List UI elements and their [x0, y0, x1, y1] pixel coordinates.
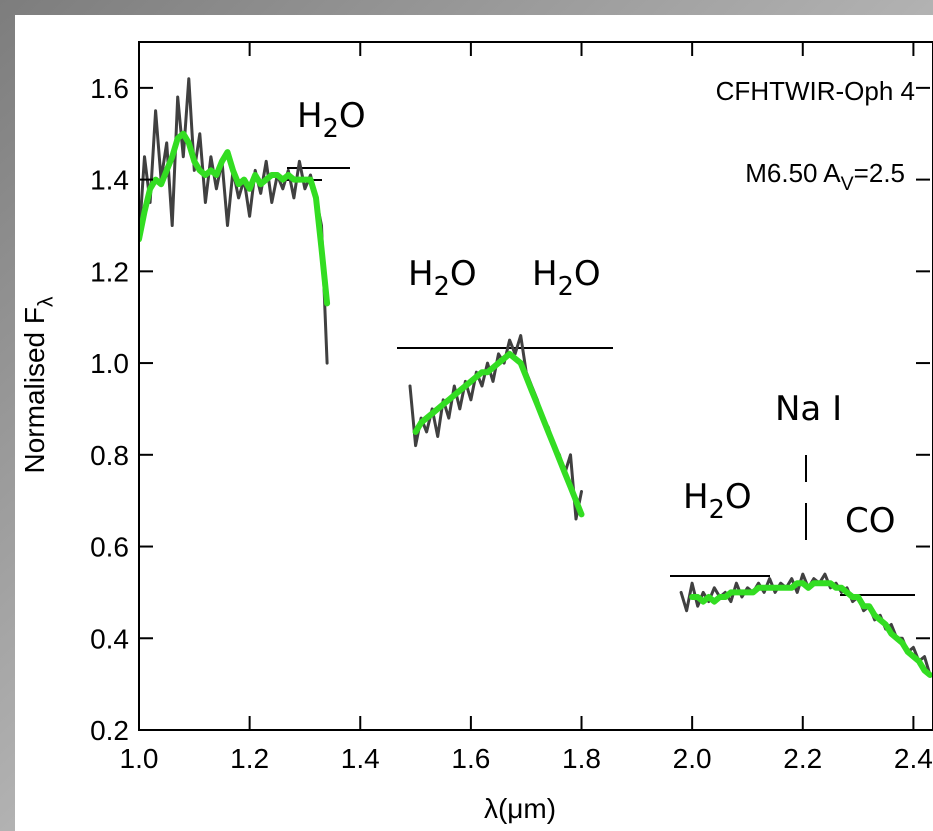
y-tick-label: 0.4 — [90, 623, 129, 654]
annotation-part: O — [339, 96, 366, 136]
x-axis-label: λ(μm) — [484, 793, 556, 824]
plot-area — [139, 77, 933, 678]
annotation-part: CO — [845, 501, 896, 541]
y-tick-label: 0.2 — [90, 715, 129, 746]
chart-subtitle-part: M6.50 A — [745, 158, 841, 188]
x-tick-label: 1.6 — [451, 743, 490, 774]
y-axis-label-part: Normalised F — [19, 307, 50, 473]
annotation-part: H — [297, 96, 323, 136]
chart-title: CFHTWIR-Oph 4 — [716, 76, 915, 106]
y-tick-label: 1.4 — [90, 165, 129, 196]
x-tick-label: 1.0 — [120, 743, 159, 774]
x-axis-label-part: λ(μm) — [484, 793, 556, 824]
annotation-part: 2 — [709, 495, 725, 525]
annotation-part: O — [725, 477, 752, 517]
x-tick-label: 2.2 — [783, 743, 822, 774]
annotation-part: H — [408, 254, 434, 294]
chart-subtitle: M6.50 AV=2.5 — [745, 158, 905, 195]
x-tick-label: 1.8 — [562, 743, 601, 774]
x-tick-label: 1.2 — [230, 743, 269, 774]
y-tick-label: 0.6 — [90, 532, 129, 563]
y-tick-label: 1.0 — [90, 348, 129, 379]
annotation-part: 2 — [323, 114, 339, 144]
y-tick-label: 1.2 — [90, 256, 129, 287]
x-tick-label: 2.4 — [894, 743, 933, 774]
chart-subtitle-part: V — [841, 173, 854, 195]
chart-title-part: CFHTWIR-Oph 4 — [716, 76, 915, 106]
annotation: CO — [845, 501, 896, 541]
y-axis-label-part: λ — [34, 296, 57, 307]
y-tick-label: 0.8 — [90, 440, 129, 471]
annotation-part: H — [532, 254, 558, 294]
y-axis-label: Normalised Fλ — [19, 296, 57, 473]
annotation: Na I — [775, 389, 842, 429]
annotation: H2O — [408, 254, 477, 302]
annotation-part: O — [574, 254, 601, 294]
y-tick-label: 1.6 — [90, 73, 129, 104]
annotation-part: Na I — [775, 389, 842, 429]
annotation-part: 2 — [434, 272, 450, 302]
chart-subtitle-part: =2.5 — [854, 158, 905, 188]
annotation: H2O — [683, 477, 752, 525]
annotation-part: 2 — [558, 272, 574, 302]
axes-frame — [138, 41, 933, 731]
annotation: H2O — [297, 96, 366, 144]
x-tick-label: 1.4 — [341, 743, 380, 774]
annotation-part: O — [450, 254, 477, 294]
x-tick-label: 2.0 — [673, 743, 712, 774]
spectrum-line — [139, 130, 933, 678]
annotation: H2O — [532, 254, 601, 302]
annotation-part: H — [683, 477, 709, 517]
